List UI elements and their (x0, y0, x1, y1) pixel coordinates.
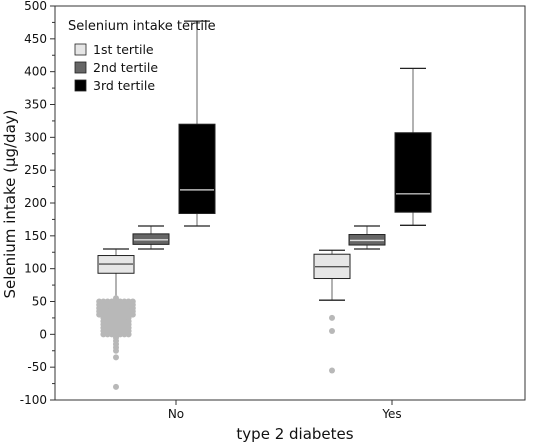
box-iqr (394, 132, 432, 213)
legend-entry: 3rd tertile (93, 78, 155, 93)
x-tick-label: No (168, 407, 184, 421)
y-tick-label: 450 (24, 32, 47, 46)
outlier-point (121, 331, 128, 338)
outlier-point (96, 311, 103, 318)
legend-entry: 2nd tertile (93, 60, 158, 75)
y-tick-label: 500 (24, 0, 47, 13)
legend-swatch (74, 43, 87, 56)
outlier-point (125, 331, 132, 338)
box-1st-tertile-no (96, 248, 136, 390)
outlier-point (113, 347, 119, 354)
y-tick-label: -50 (27, 360, 47, 374)
legend-title: Selenium intake tertile (68, 19, 216, 34)
x-axis-label: type 2 diabetes (236, 425, 353, 443)
box-2nd-tertile-no (132, 225, 170, 250)
outlier-point (329, 367, 335, 374)
y-axis-label: Selenium intake (μg/day) (1, 109, 19, 298)
legend-swatch (74, 61, 87, 74)
axes: -100 -50 0 50 100 150 200 250 300 350 400 450 500 No Y… (20, 0, 526, 421)
outlier-point (117, 331, 124, 338)
outlier-point (113, 354, 119, 361)
box-3rd-tertile-no (178, 20, 216, 227)
outlier-point (100, 331, 107, 338)
y-tick-label: 50 (32, 295, 47, 309)
y-tick-label: -100 (20, 393, 47, 407)
box-3rd-tertile-yes (394, 67, 432, 226)
y-tick-label: 150 (24, 229, 47, 243)
outlier-point (104, 331, 111, 338)
outlier-point (329, 328, 335, 335)
box-iqr (178, 123, 216, 215)
y-tick-label: 200 (24, 196, 47, 210)
box-1st-tertile-yes (313, 249, 351, 374)
boxes (96, 20, 432, 390)
outlier-point (113, 383, 119, 390)
outlier-point (129, 311, 136, 318)
legend-swatch (74, 79, 87, 92)
box-2nd-tertile-yes (348, 225, 386, 250)
y-tick-label: 300 (24, 130, 47, 144)
x-tick-label: Yes (381, 407, 401, 421)
y-tick-label: 100 (24, 262, 47, 276)
legend-entry: 1st tertile (93, 42, 154, 57)
y-tick-label: 250 (24, 163, 47, 177)
y-tick-label: 400 (24, 65, 47, 79)
legend: Selenium intake tertile 1st tertile 2nd te… (68, 19, 216, 93)
outlier-point (108, 331, 115, 338)
y-tick-label: 0 (39, 327, 47, 341)
outlier-point (329, 314, 335, 321)
y-tick-label: 350 (24, 98, 47, 112)
